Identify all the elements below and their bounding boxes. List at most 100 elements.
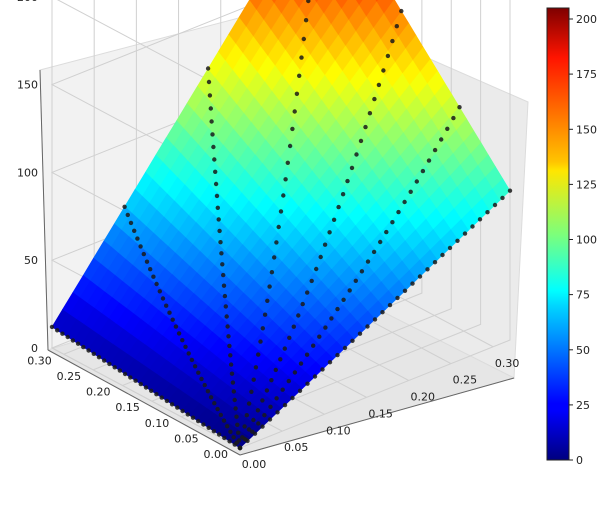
surface-patch bbox=[314, 0, 319, 4]
sample-point bbox=[280, 387, 285, 392]
sample-point bbox=[128, 220, 134, 226]
sample-point bbox=[299, 55, 304, 60]
sample-point bbox=[218, 240, 223, 245]
sample-point bbox=[251, 417, 256, 423]
z-tick-label: 0 bbox=[31, 342, 38, 355]
colorbar-tick-label: 175 bbox=[576, 68, 597, 81]
sample-point bbox=[202, 382, 207, 388]
sample-point bbox=[228, 353, 233, 358]
sample-point bbox=[399, 8, 404, 14]
sample-point bbox=[365, 324, 370, 329]
sample-point bbox=[246, 427, 252, 432]
gridline-y bbox=[210, 0, 482, 433]
x-tick-label: 0.10 bbox=[326, 424, 351, 437]
sample-point bbox=[70, 338, 76, 343]
sample-point bbox=[485, 210, 490, 215]
sample-point bbox=[402, 199, 407, 205]
sample-point bbox=[327, 230, 332, 235]
sample-point bbox=[320, 367, 325, 372]
sample-point bbox=[507, 188, 513, 193]
sample-point bbox=[246, 401, 252, 406]
sample-point bbox=[260, 398, 265, 403]
sample-point bbox=[336, 204, 341, 210]
sample-point bbox=[439, 137, 444, 142]
sample-point bbox=[256, 421, 261, 426]
sample-point bbox=[384, 229, 389, 235]
sample-point bbox=[287, 143, 293, 149]
z-tick-label: 200 bbox=[17, 0, 38, 4]
sample-point bbox=[376, 82, 382, 88]
sample-point bbox=[380, 310, 385, 315]
y-tick-label: 0.10 bbox=[145, 417, 170, 430]
sample-point bbox=[440, 252, 445, 258]
sample-point bbox=[208, 395, 214, 400]
sample-point bbox=[240, 435, 245, 440]
sample-point bbox=[354, 152, 359, 157]
sample-point bbox=[227, 343, 232, 349]
sample-point bbox=[462, 231, 468, 236]
surface bbox=[51, 0, 511, 449]
sample-point bbox=[477, 217, 483, 222]
sample-point bbox=[282, 402, 288, 408]
sample-point bbox=[228, 429, 233, 434]
sample-point bbox=[314, 266, 319, 272]
sample-point bbox=[235, 422, 240, 427]
colorbar: 0 25 50 75 100 125 150 175 200 bbox=[546, 7, 597, 467]
sample-point bbox=[262, 312, 268, 317]
sample-point bbox=[212, 157, 217, 162]
colorbar-tick-label: 50 bbox=[576, 344, 590, 357]
sample-point bbox=[180, 408, 185, 414]
sample-point bbox=[381, 68, 386, 73]
sample-point bbox=[133, 378, 138, 383]
sample-point bbox=[225, 424, 230, 429]
x-tick-label: 0.00 bbox=[242, 458, 267, 471]
sample-point bbox=[237, 445, 243, 451]
sample-point bbox=[65, 334, 70, 340]
sample-point bbox=[340, 192, 346, 197]
colorbar-tick-label: 150 bbox=[576, 123, 597, 136]
sample-point bbox=[173, 324, 179, 329]
sample-point bbox=[455, 238, 460, 243]
colorbar-tick-label: 75 bbox=[576, 289, 590, 302]
sample-point bbox=[425, 267, 430, 272]
sample-point bbox=[75, 341, 81, 346]
sample-point bbox=[292, 109, 297, 114]
sample-point bbox=[500, 195, 505, 201]
sample-point bbox=[281, 193, 286, 198]
sample-point bbox=[220, 262, 225, 267]
sample-point bbox=[234, 414, 239, 419]
sample-point bbox=[470, 224, 475, 229]
sample-point bbox=[258, 339, 263, 344]
sample-point bbox=[55, 328, 60, 333]
sample-point bbox=[192, 364, 198, 369]
sample-point bbox=[264, 388, 270, 393]
y-tick-label: 0.25 bbox=[57, 370, 82, 383]
sample-point bbox=[231, 389, 236, 394]
sample-point bbox=[286, 378, 291, 384]
colorbar-gradient bbox=[546, 7, 570, 461]
sample-point bbox=[395, 295, 400, 301]
sample-point bbox=[387, 302, 393, 308]
sample-point bbox=[170, 317, 175, 322]
sample-point bbox=[216, 432, 222, 437]
sample-point bbox=[335, 306, 340, 312]
sample-point bbox=[144, 259, 150, 264]
sample-point bbox=[183, 344, 188, 349]
sample-point bbox=[357, 331, 363, 336]
sample-point bbox=[273, 367, 278, 373]
sample-point bbox=[175, 405, 180, 410]
sample-point bbox=[367, 111, 373, 116]
sample-point bbox=[457, 105, 462, 110]
sample-point bbox=[180, 338, 185, 343]
sample-point bbox=[290, 395, 295, 401]
sample-point bbox=[309, 278, 314, 284]
sample-point bbox=[342, 345, 348, 351]
sample-point bbox=[276, 224, 281, 230]
sample-point bbox=[206, 79, 212, 85]
sample-point bbox=[298, 361, 304, 366]
sample-point bbox=[426, 158, 432, 163]
sample-point bbox=[149, 388, 154, 393]
sample-point bbox=[207, 93, 213, 98]
sample-point bbox=[396, 209, 401, 215]
sample-point bbox=[132, 228, 137, 233]
